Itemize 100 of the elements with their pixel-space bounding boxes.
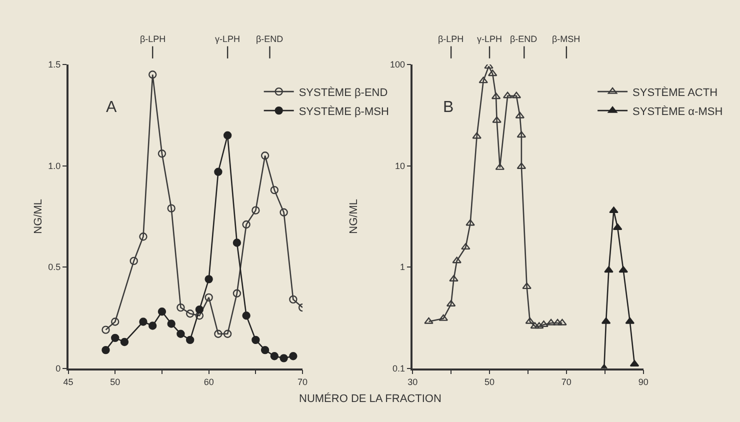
point xyxy=(466,219,475,226)
x-tick-label: 50 xyxy=(110,376,120,387)
point xyxy=(111,334,120,342)
point xyxy=(242,220,250,229)
point xyxy=(120,338,129,346)
legend-label: SYSTÈME β-END xyxy=(298,86,388,99)
point xyxy=(280,208,288,216)
ref-line-label: β-END xyxy=(510,34,538,44)
point xyxy=(204,293,213,302)
point xyxy=(167,204,176,212)
y-tick-label: 0 xyxy=(56,363,61,374)
point xyxy=(158,150,166,158)
point xyxy=(488,70,498,76)
point xyxy=(195,312,204,320)
point xyxy=(102,326,110,334)
point xyxy=(270,186,279,194)
point xyxy=(232,238,242,247)
x-axis-title: NUMÉRO DE LA FRACTION xyxy=(299,392,442,405)
point xyxy=(289,352,298,360)
point xyxy=(512,92,522,98)
y-tick-label: 1 xyxy=(400,262,406,272)
y-tick-label: 0.1 xyxy=(392,363,406,374)
point xyxy=(446,300,456,307)
point xyxy=(601,317,611,324)
point xyxy=(516,131,526,138)
point xyxy=(148,322,157,330)
point xyxy=(525,317,535,324)
point xyxy=(502,92,512,98)
y-axis-title: NG/ML xyxy=(348,198,360,234)
x-tick-label: 70 xyxy=(561,376,572,387)
point xyxy=(252,336,260,344)
point xyxy=(534,322,544,329)
point xyxy=(270,352,279,360)
point xyxy=(111,318,120,326)
point xyxy=(214,330,222,338)
x-tick-label: 45 xyxy=(63,376,74,387)
point xyxy=(214,168,222,176)
ref-line-label: β-END xyxy=(256,34,284,44)
point xyxy=(516,162,526,170)
point xyxy=(424,317,434,324)
point xyxy=(139,318,148,326)
point xyxy=(478,76,488,84)
y-tick-label: 1.0 xyxy=(48,160,61,171)
point xyxy=(472,132,482,139)
point xyxy=(609,206,618,214)
point xyxy=(452,256,462,264)
x-tick-label: 90 xyxy=(638,376,648,387)
point xyxy=(522,282,532,290)
point xyxy=(495,163,505,170)
point xyxy=(280,354,288,362)
point xyxy=(461,243,470,250)
x-tick-label: 70 xyxy=(298,376,308,387)
annotation: B xyxy=(443,99,454,116)
y-tick-label: 1.5 xyxy=(48,60,61,70)
x-tick-label: 60 xyxy=(204,376,214,387)
point xyxy=(260,346,270,354)
ref-line-label: β-LPH xyxy=(438,34,464,44)
point xyxy=(223,131,232,140)
ref-line-label: β-LPH xyxy=(140,34,166,44)
point xyxy=(204,275,213,284)
annotation: A xyxy=(106,99,117,116)
ref-line-label: β-MSH xyxy=(552,34,580,44)
point xyxy=(139,232,148,241)
point xyxy=(130,256,138,266)
point xyxy=(289,295,298,304)
point xyxy=(195,305,204,314)
point xyxy=(102,346,110,354)
x-tick-label: 50 xyxy=(484,376,495,387)
point xyxy=(260,152,270,160)
point xyxy=(625,317,635,324)
point xyxy=(438,314,448,321)
x-tick-label: 30 xyxy=(408,376,418,387)
point xyxy=(223,330,232,338)
point xyxy=(232,289,242,298)
point xyxy=(186,310,194,318)
point xyxy=(491,92,501,100)
point xyxy=(546,318,556,326)
legend-label: SYSTÈME β-MSH xyxy=(298,104,389,118)
ref-line-label: γ-LPH xyxy=(215,34,240,44)
point xyxy=(242,312,250,320)
y-tick-label: 100 xyxy=(390,60,406,70)
point xyxy=(167,320,176,328)
legend-label: SYSTÈME α-MSH xyxy=(632,104,723,118)
point xyxy=(604,266,614,273)
point xyxy=(558,318,567,326)
ref-line-label: γ-LPH xyxy=(477,34,502,44)
point xyxy=(176,303,185,312)
point xyxy=(492,116,502,123)
y-axis-title: NG/ML xyxy=(32,198,44,234)
point xyxy=(158,307,166,316)
point xyxy=(515,112,525,118)
y-tick-label: 0.5 xyxy=(48,262,61,272)
point xyxy=(176,330,185,338)
point xyxy=(552,318,562,326)
y-tick-label: 10 xyxy=(395,160,406,171)
point xyxy=(186,336,194,344)
point xyxy=(148,70,157,79)
point xyxy=(530,322,540,329)
point xyxy=(252,206,260,214)
point xyxy=(618,266,628,273)
